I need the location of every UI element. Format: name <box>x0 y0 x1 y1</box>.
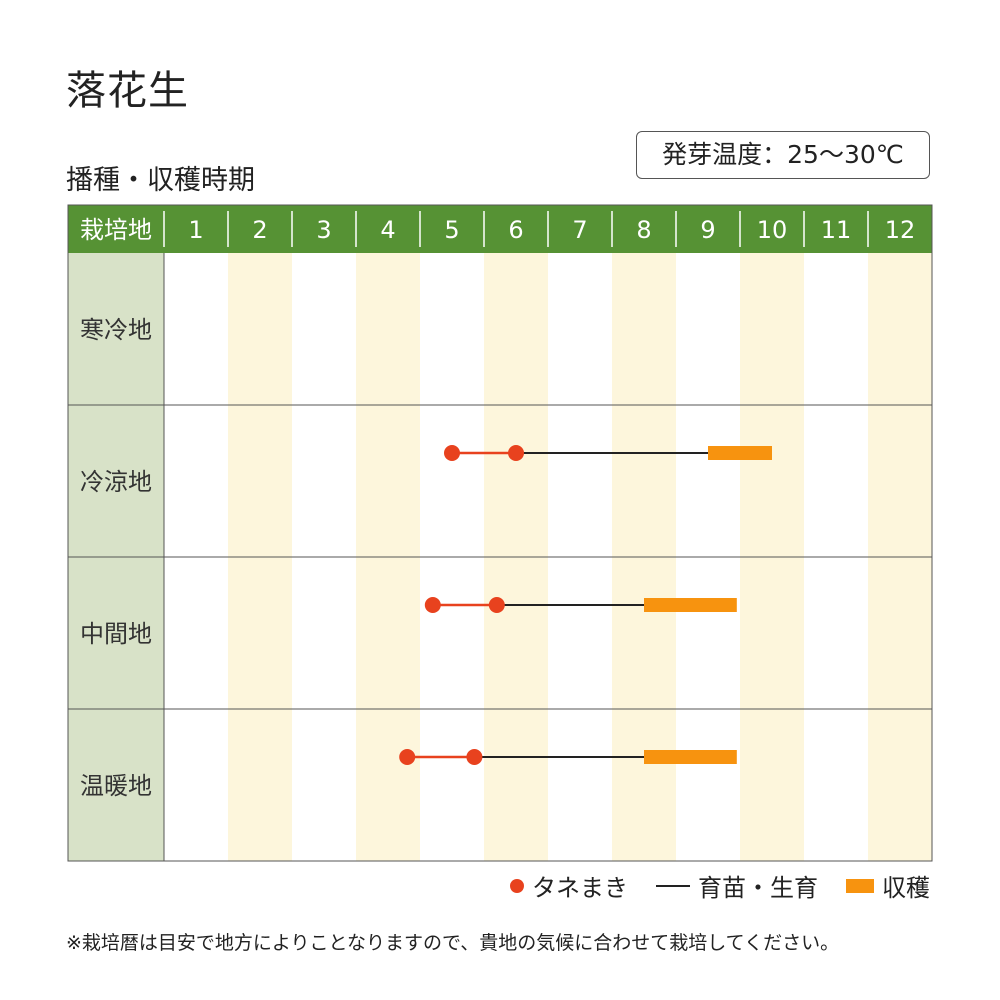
legend-item-sowing: タネまき <box>510 868 628 903</box>
month-label: 10 <box>757 216 788 244</box>
legend: タネまき 育苗・生育 収穫 <box>500 868 932 904</box>
harvest-bar <box>644 750 737 764</box>
growth-line-icon <box>656 884 690 887</box>
month-label: 5 <box>444 216 459 244</box>
month-label: 8 <box>636 216 651 244</box>
row-label: 寒冷地 <box>80 316 152 344</box>
germination-temp-badge: 発芽温度：25～30℃ <box>636 131 930 179</box>
harvest-bar-icon <box>846 878 874 893</box>
month-label: 9 <box>700 216 715 244</box>
row-label: 温暖地 <box>80 772 152 800</box>
sowing-dot <box>488 597 505 613</box>
sowing-dot <box>508 445 524 461</box>
harvest-bar <box>708 446 772 460</box>
month-label: 6 <box>508 216 523 244</box>
legend-label-harvest: 収穫 <box>882 874 930 902</box>
sowing-dot <box>444 445 460 461</box>
legend-item-harvest: 収穫 <box>846 868 930 903</box>
month-label: 3 <box>316 216 331 244</box>
month-label: 12 <box>885 216 916 244</box>
sowing-dot <box>399 749 416 765</box>
sowing-dot-icon <box>510 878 524 893</box>
month-label: 7 <box>572 216 587 244</box>
footnote: ※栽培暦は目安で地方によりことなりますので、貴地の気候に合わせて栽培してください… <box>66 932 840 954</box>
page-title: 落花生 <box>66 68 189 114</box>
legend-item-growth: 育苗・生育 <box>656 868 818 903</box>
header-band <box>68 205 932 253</box>
legend-label-sowing: タネまき <box>532 874 628 902</box>
chart-subtitle: 播種・収穫時期 <box>66 165 255 196</box>
row-label: 中間地 <box>80 620 152 648</box>
month-label: 11 <box>821 216 852 244</box>
legend-label-growth: 育苗・生育 <box>698 874 818 902</box>
sowing-dot <box>424 597 441 613</box>
row-label: 冷涼地 <box>80 468 152 496</box>
chart-border <box>67 204 933 862</box>
sowing-dot <box>466 749 483 765</box>
month-label: 4 <box>380 216 395 244</box>
month-label: 1 <box>188 216 203 244</box>
header-label: 栽培地 <box>80 216 152 244</box>
harvest-bar <box>644 598 737 612</box>
month-label: 2 <box>252 216 267 244</box>
